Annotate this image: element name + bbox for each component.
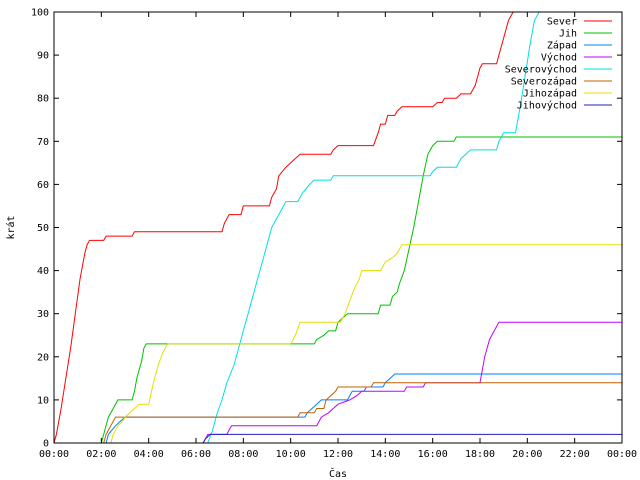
- x-tick-label: 20:00: [512, 449, 542, 460]
- y-tick-label: 60: [37, 180, 49, 191]
- y-tick-label: 10: [37, 395, 49, 406]
- legend-label-8: Jihovýchod: [517, 100, 577, 112]
- y-tick-label: 70: [37, 137, 49, 148]
- series-line-1: [54, 12, 514, 443]
- y-tick-label: 40: [37, 266, 49, 277]
- y-tick-label: 30: [37, 309, 49, 320]
- y-axis: 0 10 20 30 40 50 60 70 80 90 100: [31, 8, 622, 450]
- x-tick-label: 12:00: [323, 449, 353, 460]
- x-tick-label: 10:00: [276, 449, 306, 460]
- y-axis-label: krát: [5, 215, 17, 239]
- y-tick-label: 20: [37, 352, 49, 363]
- x-tick-label: 22:00: [560, 449, 590, 460]
- legend-label-5: Severovýchod: [505, 64, 577, 76]
- legend-label-3: Západ: [547, 40, 577, 52]
- x-axis: 00:00 02:00 04:00 06:00 08:00 10:00 12:00 14:00…: [39, 12, 637, 460]
- legend: SeverJihZápadVýchodSeverovýchodSeverozáp…: [505, 17, 612, 112]
- y-tick-label: 50: [37, 223, 49, 234]
- series-line-6: [103, 382, 622, 443]
- x-tick-label: 18:00: [465, 449, 495, 460]
- y-tick-label: 0: [43, 439, 49, 450]
- x-tick-label: 16:00: [418, 449, 448, 460]
- x-tick-label: 14:00: [370, 449, 400, 460]
- x-tick-label: 06:00: [181, 449, 211, 460]
- x-tick-label: 08:00: [228, 449, 258, 460]
- series-line-3: [105, 373, 622, 443]
- legend-label-1: Sever: [547, 17, 577, 28]
- legend-label-4: Východ: [541, 52, 577, 64]
- series-layer: [54, 12, 622, 443]
- series-line-5: [207, 12, 540, 443]
- legend-label-7: Jihozápad: [523, 88, 577, 100]
- x-tick-label: 00:00: [607, 449, 637, 460]
- legend-label-6: Severozápad: [511, 76, 577, 88]
- x-tick-label: 02:00: [86, 449, 116, 460]
- series-line-7: [110, 244, 622, 443]
- series-line-4: [202, 321, 622, 443]
- y-tick-label: 90: [37, 51, 49, 62]
- y-tick-label: 80: [37, 94, 49, 105]
- series-line-8: [202, 433, 622, 443]
- legend-label-2: Jih: [559, 29, 577, 40]
- y-tick-label: 100: [31, 8, 49, 19]
- x-axis-label: Čas: [329, 467, 347, 480]
- x-tick-label: 04:00: [134, 449, 164, 460]
- x-tick-label: 00:00: [39, 449, 69, 460]
